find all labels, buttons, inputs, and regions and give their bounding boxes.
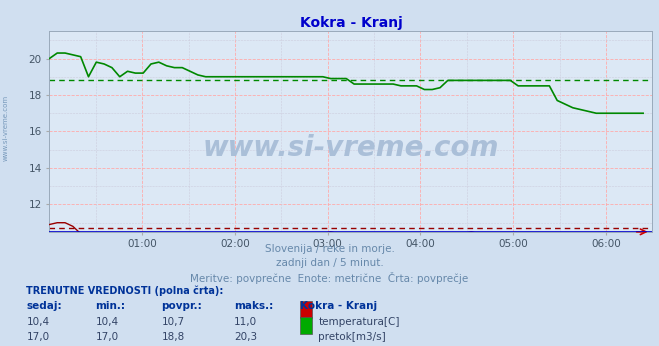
Text: zadnji dan / 5 minut.: zadnji dan / 5 minut.	[275, 258, 384, 268]
Text: 10,4: 10,4	[96, 317, 119, 327]
Text: Kokra - Kranj: Kokra - Kranj	[300, 301, 377, 311]
Text: 17,0: 17,0	[96, 332, 119, 342]
Text: TRENUTNE VREDNOSTI (polna črta):: TRENUTNE VREDNOSTI (polna črta):	[26, 285, 224, 296]
Text: temperatura[C]: temperatura[C]	[318, 317, 400, 327]
Text: 10,4: 10,4	[26, 317, 49, 327]
Text: Meritve: povprečne  Enote: metrične  Črta: povprečje: Meritve: povprečne Enote: metrične Črta:…	[190, 272, 469, 284]
Text: min.:: min.:	[96, 301, 126, 311]
Text: Slovenija / reke in morje.: Slovenija / reke in morje.	[264, 244, 395, 254]
Title: Kokra - Kranj: Kokra - Kranj	[300, 16, 402, 30]
Text: 17,0: 17,0	[26, 332, 49, 342]
Text: 20,3: 20,3	[234, 332, 257, 342]
Text: 11,0: 11,0	[234, 317, 257, 327]
Text: www.si-vreme.com: www.si-vreme.com	[2, 95, 9, 161]
Text: povpr.:: povpr.:	[161, 301, 202, 311]
Text: pretok[m3/s]: pretok[m3/s]	[318, 332, 386, 342]
Text: maks.:: maks.:	[234, 301, 273, 311]
Text: 10,7: 10,7	[161, 317, 185, 327]
Text: sedaj:: sedaj:	[26, 301, 62, 311]
Text: www.si-vreme.com: www.si-vreme.com	[203, 134, 499, 162]
Text: 18,8: 18,8	[161, 332, 185, 342]
